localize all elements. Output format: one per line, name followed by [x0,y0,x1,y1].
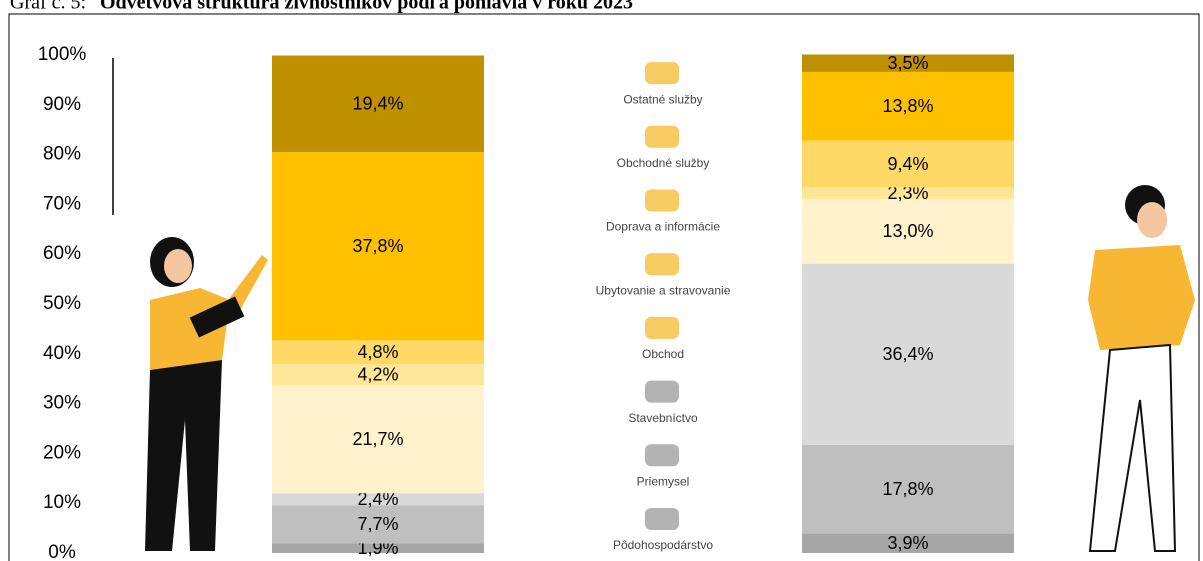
category-icon [645,380,679,403]
category-icon [645,125,679,148]
category-icon [645,62,679,85]
y-tick-label: 30% [43,393,81,414]
category-icon [645,189,679,212]
category-icon [645,444,679,467]
bar-segment [272,364,484,386]
chart-title: Odvetvová štruktúra živnostníkov podľa p… [100,0,633,14]
value-label: 3,9% [887,533,928,553]
category-label: Doprava a informácie [606,220,720,234]
category-label: Priemysel [637,474,690,488]
category-label: Ostatné služby [623,92,702,106]
value-label: 3,5% [887,53,928,73]
y-tick-label: 20% [43,442,81,463]
y-tick-label: 80% [43,144,81,165]
category-icon [645,253,679,276]
value-label: 2,4% [357,489,398,509]
category-icon [645,316,679,339]
chart-title-number: Graf č. 5: [10,0,86,14]
bar-segment [802,198,1014,264]
value-label: 4,2% [357,364,398,384]
bar-segment [272,152,484,341]
category-label: Obchodné služby [617,156,710,170]
bar-segment [272,340,484,365]
value-label: 17,8% [882,479,933,499]
y-tick-label: 60% [43,243,81,264]
y-tick-label: 10% [43,492,81,513]
category-label: Pôdohospodárstvo [613,538,713,552]
y-tick-label: 40% [43,343,81,364]
illustration-man [1088,185,1195,552]
value-label: 4,8% [357,342,398,362]
bar-segment [272,543,484,553]
bar-segment [272,55,484,153]
value-label: 19,4% [352,94,403,114]
value-label: 9,4% [887,154,928,174]
category-label: Stavebníctvo [628,411,698,425]
bar-segment [802,444,1014,534]
bar-segment [272,493,484,506]
bar-segment [802,533,1014,553]
value-label: 37,8% [352,236,403,256]
y-tick-label: 0% [48,542,76,561]
bar-segment [802,263,1014,445]
category-icon [645,508,679,530]
bar-segment [802,71,1014,141]
category-label: Obchod [642,347,684,361]
value-label: 13,8% [882,96,933,116]
value-label: 7,7% [357,514,398,534]
value-label: 21,7% [352,429,403,449]
value-label: 13,0% [882,221,933,241]
value-label: 2,3% [887,183,928,203]
bar-segment [272,385,484,494]
bar-segment [802,54,1014,72]
frame [8,13,1200,561]
value-label: 36,4% [882,344,933,364]
bar-segment [802,140,1014,188]
bar-segment [802,187,1014,199]
y-tick-label: 70% [43,193,81,214]
category-label: Ubytovanie a stravovanie [596,283,731,297]
y-tick-label: 100% [38,44,87,65]
y-tick-label: 90% [43,94,81,115]
bar-segment [272,505,484,544]
illustration-woman [145,237,268,551]
y-tick-label: 50% [43,293,81,314]
